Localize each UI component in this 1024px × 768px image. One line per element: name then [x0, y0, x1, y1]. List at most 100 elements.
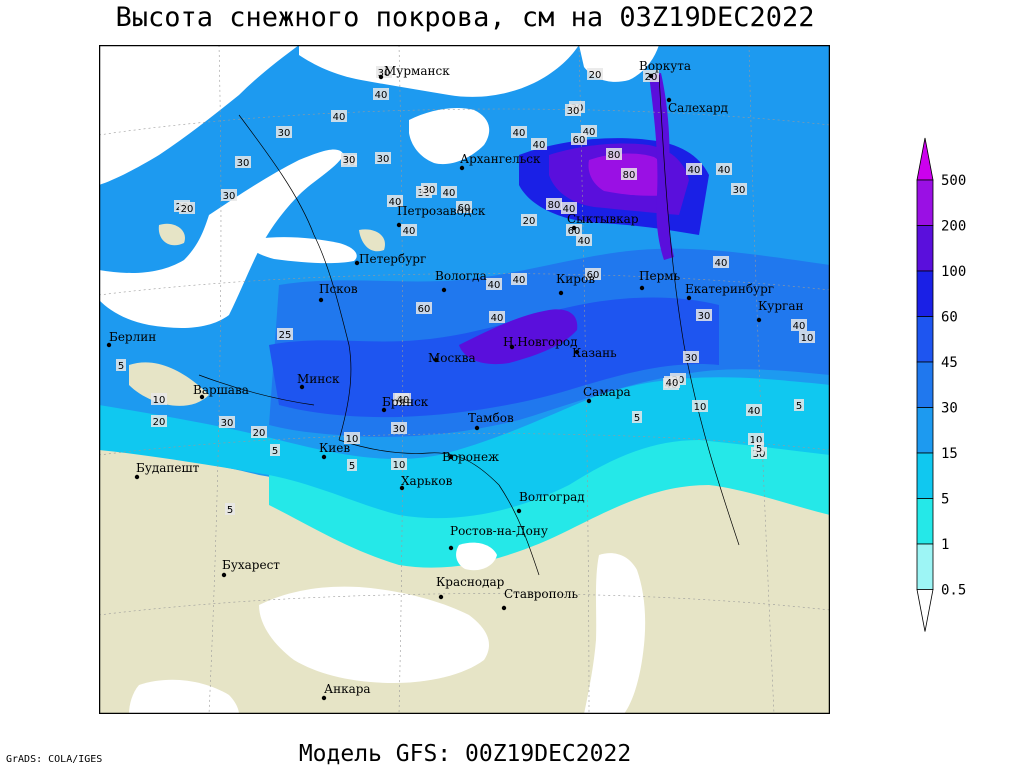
contour-label: 20 [153, 417, 166, 428]
land-no-snow-west [129, 362, 209, 406]
city-label: Вологда [435, 269, 487, 283]
contour-label: 10 [346, 434, 359, 445]
city-dot [378, 74, 384, 80]
contour-label-bg [606, 148, 622, 160]
contour-label: 10 [393, 460, 406, 471]
city-dot [509, 344, 515, 350]
city-dot [199, 394, 205, 400]
black-sea [259, 586, 489, 683]
snow-depth-map: 2040303040303030303020304020303020304040… [99, 45, 830, 714]
city-dot [221, 572, 227, 578]
city-dot [381, 407, 387, 413]
contour-label-bg [683, 351, 699, 363]
contour-label: 30 [278, 128, 291, 139]
aegean-sea [129, 679, 239, 714]
city-dot [299, 384, 305, 390]
contour-label-bg [344, 432, 360, 444]
contour-label: 30 [753, 449, 766, 460]
contour-label: 5 [349, 461, 355, 472]
contour-label: 40 [333, 112, 346, 123]
city-label: Минск [297, 372, 340, 386]
contour-label-bg [270, 444, 280, 456]
contour-label-bg [486, 278, 502, 290]
contour-label: 40 [748, 406, 761, 417]
city-label: Петрозаводск [397, 204, 486, 218]
contour-label-bg [571, 133, 587, 145]
contour-label-bg [799, 331, 815, 343]
contour-label-bg [713, 256, 729, 268]
contour-label-bg [151, 415, 167, 427]
city-dot [558, 290, 564, 296]
city-dot [399, 485, 405, 491]
contour-label: 20 [181, 204, 194, 215]
legend-label: 500 [941, 173, 966, 189]
contour-label: 30 [393, 424, 406, 435]
city-dot [639, 285, 645, 291]
city-dot [448, 545, 454, 551]
city-label: Бухарест [222, 558, 280, 572]
legend-swatch [916, 225, 934, 272]
legend-label: 60 [941, 310, 958, 326]
city-dot [756, 317, 762, 323]
land-no-snow-karelia [359, 229, 385, 252]
city-label: Петербург [359, 252, 426, 266]
city-label: Салехард [668, 101, 728, 115]
city-dot [441, 287, 447, 293]
contour-label-bg [716, 163, 732, 175]
city-label: Воркута [639, 59, 691, 73]
legend-swatch [916, 361, 934, 408]
contour-label: 30 [377, 154, 390, 165]
color-legend: 500 200 100 60 45 30 15 5 1 0.5 [916, 137, 966, 632]
contour-label: 20 [523, 216, 536, 227]
contour-label: 40 [397, 395, 410, 406]
legend-swatch [916, 179, 934, 226]
contour-label-bg [391, 458, 407, 470]
contour-label-bg [585, 268, 601, 280]
contour-labels: 2040303040303030303020304020303020304040… [116, 66, 815, 516]
city-label: Пермь [639, 269, 681, 283]
contour-label: 30 [378, 68, 391, 79]
legend-swatch [916, 407, 934, 454]
contour-label-bg [561, 202, 577, 214]
white-sea [409, 108, 490, 165]
contour-label: 30 [221, 418, 234, 429]
contour-label-bg [395, 393, 411, 405]
city-dot [686, 295, 692, 301]
contour-label: 40 [513, 128, 526, 139]
map-title: Высота снежного покрова, см на 03Z19DEC2… [115, 2, 815, 33]
city-dot [321, 454, 327, 460]
contour-label: 40 [491, 313, 504, 324]
contour-label: 30 [237, 158, 250, 169]
legend-label: 0.5 [941, 583, 966, 599]
contour-label-bg [179, 202, 195, 214]
city-label: Тамбов [468, 411, 514, 425]
contour-label: 60 [418, 304, 431, 315]
city-label: Краснодар [436, 575, 505, 589]
contour-label: 40 [578, 236, 591, 247]
contour-label: 60 [568, 226, 581, 237]
contour-label-bg [546, 198, 562, 210]
contour-label: 40 [793, 321, 806, 332]
contour-label-bg [347, 459, 357, 471]
contour-label: 40 [533, 140, 546, 151]
legend-swatch [916, 452, 934, 499]
city-dot [501, 605, 507, 611]
contour-label-bg [401, 224, 417, 236]
grads-credit: GrADS: COLA/IGES [6, 754, 103, 765]
contour-label-bg [331, 110, 347, 122]
contour-label: 40 [513, 275, 526, 286]
contour-label: 40 [375, 90, 388, 101]
city-label: Воронеж [442, 450, 499, 464]
legend-label: 1 [941, 537, 949, 553]
contour-label-bg [664, 376, 680, 388]
contour-label-bg [521, 214, 537, 226]
contour-label-bg [621, 168, 637, 180]
contour-label-bg [373, 88, 389, 100]
city-label: Анкара [324, 682, 371, 696]
legend-swatch [916, 543, 934, 590]
contour-label: 30 [567, 106, 580, 117]
city-dot [354, 260, 360, 266]
contour-label-bg [576, 234, 592, 246]
city-label: Мурманск [384, 64, 450, 78]
contour-label: 30 [685, 353, 698, 364]
